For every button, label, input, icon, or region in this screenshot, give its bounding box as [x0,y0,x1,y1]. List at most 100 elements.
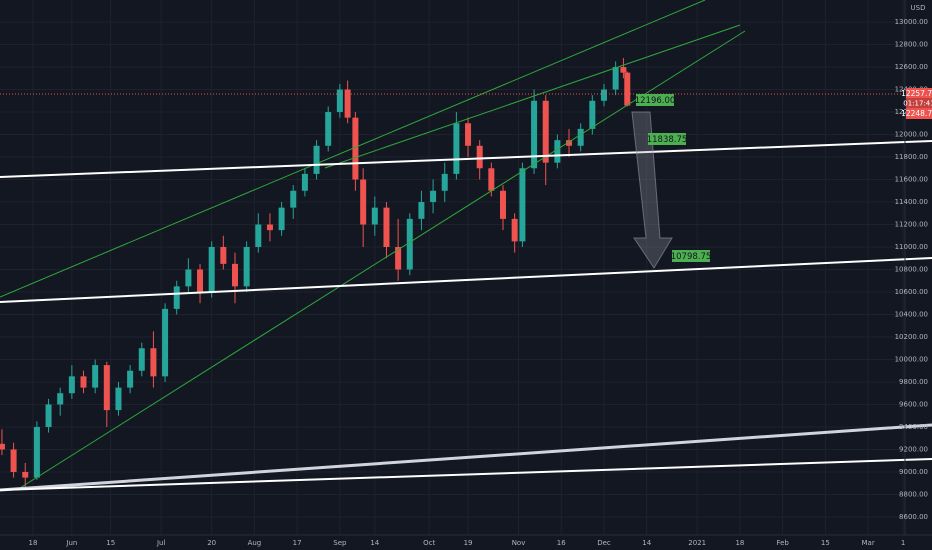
annotation-box [672,250,710,262]
candle-body [441,173,448,191]
y-tick-label: 9200.00 [899,445,928,453]
candle-body [488,168,495,191]
candle-body [33,426,40,478]
price-tag-label: 01:17:41 [903,100,932,108]
candle-body [395,247,402,270]
y-tick-label: 11800.00 [895,153,928,161]
x-tick-label: Jul [156,539,166,547]
candle-body [57,393,64,405]
candle-body [430,190,437,203]
channel-line [0,257,932,303]
y-tick-label: 9600.00 [899,400,928,408]
annotation: 10798.75 [671,252,712,262]
candle-body [0,443,5,450]
channel-line [0,140,932,178]
candle-body [278,207,285,231]
candle-body [352,117,359,180]
price-tag [906,108,932,119]
candle-body [624,72,631,106]
x-tick-label: Mar [861,539,874,547]
candle-body [290,190,297,208]
trend-line [324,24,741,169]
price-tag-label: 12248.75 [901,109,932,118]
y-tick-label: 9000.00 [899,468,928,476]
y-tick-label: 8800.00 [899,490,928,498]
channel-line [0,423,932,492]
candle-body [22,471,29,478]
candle-body [92,365,99,388]
x-tick-label: Nov [512,539,526,547]
candle-body [208,247,215,292]
candle-body [231,263,238,287]
currency: USD [911,4,926,12]
candle-body [566,140,573,146]
candle-body [138,348,145,371]
candle-body [115,387,122,411]
candle-body [344,89,351,118]
y-tick-label: 13000.00 [895,18,928,26]
x-tick-label: Sep [333,539,347,547]
annotation: 12196.00 [635,96,676,106]
x-tick-label: 18 [29,539,38,547]
price-tag [906,98,932,108]
y-tick-label: 10200.00 [895,333,928,341]
candle-body [371,207,378,225]
candle-body [197,269,204,292]
price-tag-label: 12257.75 [901,89,932,98]
candle-body [476,145,483,169]
annotation: 11838.75 [647,135,688,145]
x-tick-label: Jun [65,539,77,547]
candle-body [519,168,526,242]
candle-body [336,89,343,113]
x-tick-label: 17 [293,539,302,547]
y-tick-label: 9400.00 [899,423,928,431]
candle-body [418,202,425,219]
y-tick-label: 9800.00 [899,378,928,386]
x-tick-label: 19 [464,539,473,547]
candle-body [554,140,561,163]
x-tick-label: 15 [821,539,830,547]
candle-body [185,269,192,287]
candle-body [173,286,180,309]
candle-body [162,308,169,377]
y-tick-label: 8600.00 [899,513,928,521]
candle-body [465,123,472,146]
y-tick-label: 12600.00 [895,63,928,71]
candle-body [511,218,518,242]
x-tick-label: 2021 [688,539,706,547]
x-tick-label: 1 [901,539,905,547]
y-tick-label: 12800.00 [895,41,928,49]
candle-body [325,112,332,146]
candle-body [499,190,506,219]
x-tick-label: 14 [642,539,651,547]
candle-body [103,365,110,411]
candle-body [589,100,596,129]
candle-body [80,376,87,388]
candle-body [620,67,627,73]
drawings [0,0,932,492]
candle-body [542,100,549,163]
y-tick-label: 11400.00 [895,198,928,206]
y-tick-label: 10400.00 [895,310,928,318]
candle-body [266,224,273,231]
y-tick-label: 12000.00 [895,131,928,139]
candle-body [531,100,538,169]
x-tick-label: Dec [597,539,611,547]
trend-line [19,30,746,489]
x-tick-label: 15 [106,539,115,547]
x-tick-label: 18 [735,539,744,547]
candle-body [10,449,17,472]
candle-body [406,218,413,270]
candles [0,58,631,488]
y-tick-label: 11600.00 [895,176,928,184]
candle-body [150,348,157,377]
trend-line [0,0,706,298]
candle-body [243,247,250,287]
candle-body [45,404,52,427]
x-tick-label: 16 [557,539,566,547]
candle-body [577,128,584,146]
candle-body [68,376,75,394]
channel-line [0,458,932,491]
